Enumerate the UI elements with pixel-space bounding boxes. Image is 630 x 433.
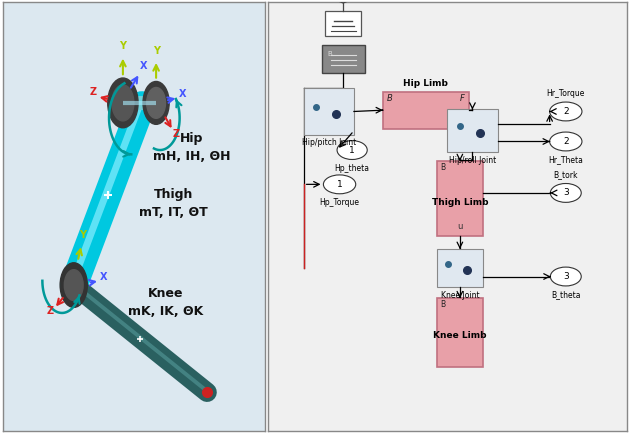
- Text: 1: 1: [336, 180, 343, 189]
- Text: 3: 3: [563, 272, 569, 281]
- Text: Hip Limb: Hip Limb: [403, 79, 448, 88]
- Bar: [322, 45, 365, 73]
- Text: X: X: [100, 272, 108, 282]
- Text: Thigh
mT, IT, ΘT: Thigh mT, IT, ΘT: [139, 188, 207, 219]
- Text: B: B: [440, 300, 445, 309]
- Circle shape: [60, 263, 88, 307]
- Text: Z: Z: [89, 87, 96, 97]
- Text: F: F: [460, 94, 464, 103]
- Text: Hip
mH, IH, ΘH: Hip mH, IH, ΘH: [152, 132, 230, 163]
- Bar: [437, 249, 483, 287]
- Ellipse shape: [337, 141, 367, 159]
- Text: B_theta: B_theta: [551, 290, 581, 299]
- Bar: [437, 298, 483, 366]
- Text: Y: Y: [79, 230, 86, 240]
- Text: Z: Z: [172, 129, 180, 139]
- Text: 2: 2: [563, 137, 569, 146]
- Text: Z: Z: [47, 306, 54, 316]
- Text: 3: 3: [563, 188, 569, 197]
- Text: B: B: [327, 51, 332, 57]
- Text: Hp_theta: Hp_theta: [335, 164, 370, 173]
- Text: u: u: [457, 222, 462, 231]
- Circle shape: [147, 87, 166, 118]
- Ellipse shape: [323, 175, 356, 194]
- Text: B_tork: B_tork: [554, 170, 578, 179]
- Text: Y: Y: [120, 41, 127, 52]
- Bar: [304, 88, 354, 135]
- Text: B: B: [440, 163, 445, 172]
- Text: Hip/roll Joint: Hip/roll Joint: [449, 155, 496, 165]
- Circle shape: [143, 81, 169, 124]
- Text: X: X: [178, 89, 186, 99]
- Ellipse shape: [551, 267, 581, 286]
- Text: Y: Y: [152, 45, 159, 55]
- Text: Hp_Torque: Hp_Torque: [319, 198, 360, 207]
- Ellipse shape: [551, 184, 581, 202]
- Text: 1: 1: [349, 145, 355, 155]
- Circle shape: [112, 85, 134, 121]
- Text: B: B: [387, 94, 392, 103]
- Text: 2: 2: [563, 107, 569, 116]
- Bar: [437, 161, 483, 236]
- Text: X: X: [140, 61, 147, 71]
- Text: Hr_Theta: Hr_Theta: [548, 155, 583, 164]
- Ellipse shape: [549, 132, 582, 151]
- Bar: [447, 109, 498, 152]
- Ellipse shape: [549, 102, 582, 121]
- Text: Knee Joint: Knee Joint: [440, 291, 479, 300]
- Text: Hip/pitch Joint: Hip/pitch Joint: [302, 139, 356, 148]
- Circle shape: [64, 270, 83, 301]
- Circle shape: [108, 78, 138, 128]
- Text: Knee
mK, IK, ΘK: Knee mK, IK, ΘK: [128, 287, 203, 318]
- Bar: [325, 11, 361, 36]
- Text: Hr_Torque: Hr_Torque: [547, 89, 585, 98]
- Text: Thigh Limb: Thigh Limb: [432, 197, 488, 207]
- Bar: [382, 92, 469, 129]
- Text: Knee Limb: Knee Limb: [433, 331, 486, 340]
